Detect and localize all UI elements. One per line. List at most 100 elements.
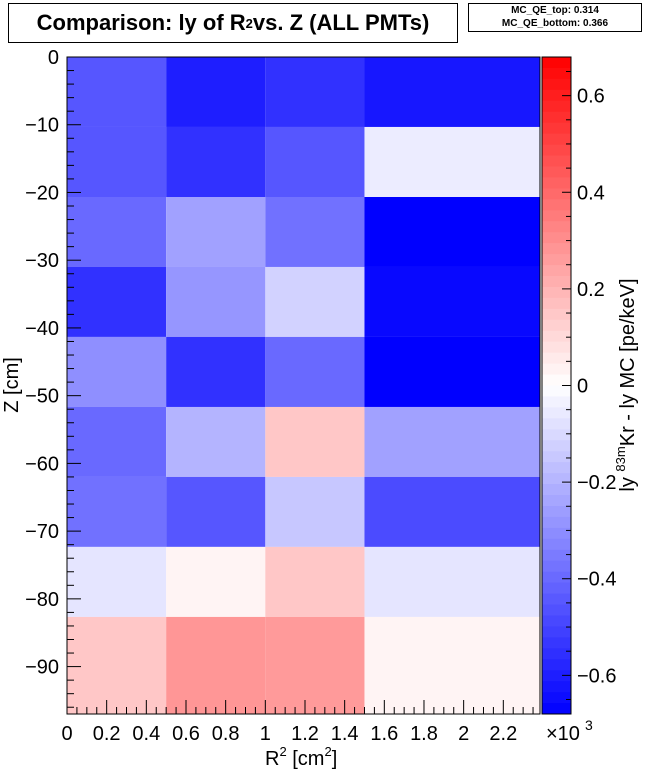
heatmap-cell-r2-c2 <box>265 197 365 267</box>
palette-segment <box>542 78 571 91</box>
palette-segment <box>542 57 571 69</box>
x-axis-title: R2 [cm2] <box>265 744 337 770</box>
heatmap-cells <box>67 57 540 714</box>
heatmap-cell-r0-c3 <box>364 57 540 127</box>
x-tick-label: 2.2 <box>489 723 517 745</box>
x-multiplier: ×10 <box>546 723 580 745</box>
palette-segment <box>542 363 571 376</box>
title-suffix: vs. Z (ALL PMTs) <box>252 10 430 35</box>
palette-segment <box>542 473 571 485</box>
y-tick-label: −60 <box>25 453 59 475</box>
palette-segment <box>542 495 571 507</box>
palette-segment <box>542 265 571 277</box>
x-multiplier-exponent: 3 <box>585 717 593 733</box>
palette-segment <box>542 593 571 605</box>
y-tick-label: −50 <box>25 386 59 408</box>
palette-segment <box>542 626 571 638</box>
heatmap-cell-r3-c0 <box>67 266 167 337</box>
palette-segment <box>542 122 571 135</box>
x-tick-label: 0.4 <box>132 723 160 745</box>
heatmap-cell-r7-c3 <box>364 546 540 617</box>
y-tick-label: −10 <box>25 115 59 137</box>
heatmap-cell-r1-c2 <box>265 126 365 198</box>
x-tick-label: 2 <box>458 723 469 745</box>
palette-tick-label: 0 <box>577 376 588 398</box>
palette-segment <box>542 89 571 102</box>
palette-segment <box>542 286 571 299</box>
palette-segment <box>542 692 571 704</box>
stats-qe-top: MC_QE_top: 0.314 <box>511 5 599 16</box>
palette-segment <box>542 637 571 649</box>
palette-segment <box>542 670 571 682</box>
palette-segment <box>542 385 571 397</box>
heatmap-cell-r1-c0 <box>67 126 167 198</box>
palette-segment <box>542 308 571 321</box>
y-tick-label: 0 <box>48 47 59 69</box>
x-tick-label: 1.4 <box>331 723 359 745</box>
palette-segment <box>542 133 571 146</box>
palette-segment <box>542 505 571 518</box>
heatmap-cell-r8-c0 <box>67 616 167 714</box>
palette-tick-label: 0.2 <box>577 279 605 301</box>
y-tick-label: −90 <box>25 657 59 679</box>
x-tick-label: 1 <box>260 723 271 745</box>
palette-segment <box>542 418 571 430</box>
x-tick-label: 0 <box>61 723 72 745</box>
heatmap-cell-r3-c1 <box>166 266 266 337</box>
palette-segment <box>542 549 571 562</box>
palette-segment <box>542 604 571 616</box>
palette-segment <box>542 582 571 595</box>
heatmap-cell-r2-c3 <box>364 197 540 267</box>
heatmap-cell-r8-c3 <box>364 616 540 714</box>
heatmap-cell-r4-c1 <box>166 336 266 407</box>
palette-segment <box>542 221 571 233</box>
heatmap-cell-r5-c2 <box>265 406 365 477</box>
axes: 0 0.2 0.4 0.6 0.8 1 1.2 1.4 1.6 1.8 2 2.2 ×10 3 0 −10 −2… <box>25 47 593 745</box>
palette-segment <box>542 100 571 113</box>
palette-segment <box>542 297 571 310</box>
palette-segment <box>542 462 571 474</box>
heatmap-cell-r4-c2 <box>265 336 365 407</box>
palette-segment <box>542 451 571 463</box>
heatmap-cell-r1-c1 <box>166 126 266 198</box>
palette-segment <box>542 243 571 255</box>
palette-segment <box>542 330 571 343</box>
palette-segment <box>542 155 571 167</box>
palette-tick-label: −0.2 <box>577 472 616 494</box>
palette-segment <box>542 659 571 671</box>
heatmap-cell-r7-c0 <box>67 546 167 617</box>
y-tick-label: −20 <box>25 182 59 204</box>
palette-segment <box>542 440 571 452</box>
heatmap-cell-r0-c1 <box>166 57 266 127</box>
palette-segment <box>542 188 571 200</box>
heatmap-cell-r1-c3 <box>364 126 540 198</box>
palette-segment <box>542 144 571 157</box>
palette-segment <box>542 527 571 540</box>
heatmap-cell-r8-c1 <box>166 616 266 714</box>
plot-frame <box>66 56 541 715</box>
palette-segment <box>542 319 571 332</box>
heatmap-cell-r6-c2 <box>265 476 365 547</box>
heatmap-cell-r2-c0 <box>67 197 167 267</box>
palette-segment <box>542 484 571 496</box>
palette-segment <box>542 111 571 124</box>
heatmap-cell-r8-c2 <box>265 616 365 714</box>
heatmap-cell-r6-c1 <box>166 476 266 547</box>
palette-segment <box>542 166 571 178</box>
heatmap-cell-r3-c2 <box>265 266 365 337</box>
palette-segment <box>542 374 571 386</box>
palette-segment <box>542 232 571 244</box>
heatmap-cell-r5-c3 <box>364 406 540 477</box>
y-tick-label: −30 <box>25 250 59 272</box>
x-tick-label: 0.6 <box>172 723 200 745</box>
x-tick-label: 0.8 <box>212 723 240 745</box>
heatmap-cell-r4-c3 <box>364 336 540 407</box>
heatmap-cell-r0-c0 <box>67 57 167 127</box>
heatmap-cell-r6-c3 <box>364 476 540 547</box>
palette-segment <box>542 254 571 266</box>
palette-segment <box>542 396 571 408</box>
palette-segment <box>542 177 571 189</box>
palette-segment <box>542 67 571 80</box>
